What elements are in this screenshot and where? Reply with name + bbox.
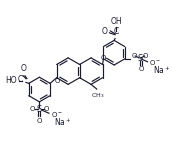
Text: O: O (102, 27, 108, 36)
Text: O$^-$: O$^-$ (149, 58, 162, 67)
Text: O: O (21, 64, 27, 73)
Text: S: S (37, 105, 42, 114)
Text: O: O (30, 106, 35, 112)
Text: S: S (137, 54, 143, 63)
Text: C: C (18, 75, 23, 84)
Text: Na$^+$: Na$^+$ (153, 64, 171, 76)
Text: O: O (37, 118, 42, 124)
Text: O: O (138, 66, 144, 72)
Text: OH: OH (110, 17, 122, 26)
Text: HO: HO (5, 76, 17, 85)
Text: O$^-$: O$^-$ (51, 110, 63, 119)
Text: O: O (43, 106, 49, 112)
Text: O: O (54, 78, 60, 84)
Text: Na$^+$: Na$^+$ (54, 116, 71, 128)
Text: O: O (143, 53, 148, 59)
Text: O: O (100, 55, 106, 61)
Text: C: C (113, 27, 119, 36)
Text: $\mathregular{CH_3}$: $\mathregular{CH_3}$ (91, 91, 104, 100)
Text: O: O (132, 53, 137, 59)
